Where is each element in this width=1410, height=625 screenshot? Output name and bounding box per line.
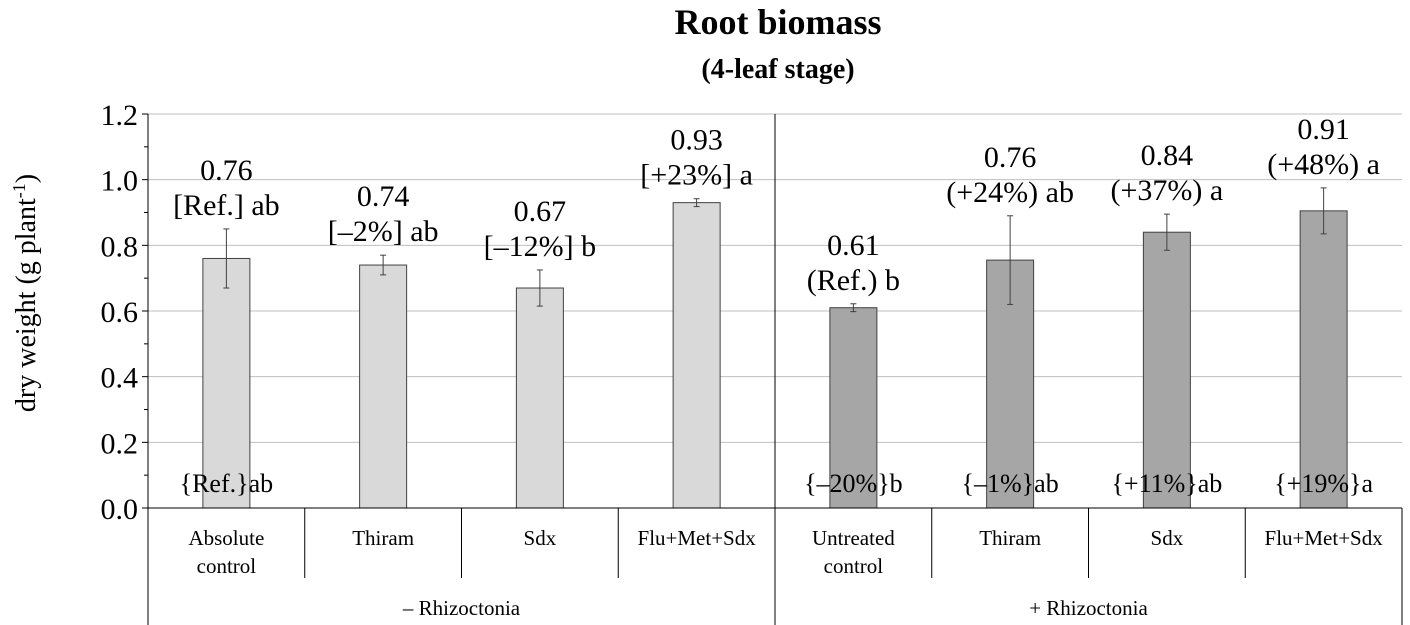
data-label-value: 0.84 (1141, 139, 1194, 172)
x-tick-label-line2: control (197, 554, 257, 578)
data-label-value: 0.67 (514, 195, 567, 228)
y-tick-label: 0.6 (101, 296, 139, 329)
bar (672, 202, 721, 509)
y-tick-label: 1.0 (101, 165, 139, 198)
bar (515, 287, 564, 509)
x-tick-label: Absolute (188, 526, 264, 550)
bar (829, 307, 878, 509)
data-label-bottom: {–1%}ab (962, 469, 1059, 498)
bars (202, 187, 1348, 509)
x-tick-label-line2: control (824, 554, 884, 578)
bar (1142, 231, 1191, 509)
y-axis-ticks: 0.0 0.2 0.4 0.6 0.8 1.0 1.2 (101, 99, 139, 526)
data-labels: 0.76[Ref.] ab{Ref.}abAbsolutecontrol0.74… (173, 113, 1383, 620)
axes (142, 113, 1403, 625)
data-label-stats: (+24%) ab (946, 176, 1074, 209)
x-tick-label: Untreated (812, 526, 895, 550)
y-tick-label: 0.0 (101, 493, 139, 526)
data-label-value: 0.91 (1297, 113, 1350, 146)
x-tick-label: Thiram (979, 526, 1041, 550)
data-label-stats: [Ref.] ab (173, 189, 280, 222)
data-label-bottom: {Ref.}ab (180, 469, 274, 498)
data-label-value: 0.74 (357, 180, 410, 213)
data-label-stats: (+37%) a (1111, 174, 1224, 207)
data-label-stats: [–2%] ab (328, 215, 439, 248)
y-tick-label: 1.2 (101, 99, 139, 132)
data-label-value: 0.93 (670, 124, 723, 157)
data-label-bottom: {–20%}b (804, 469, 903, 498)
data-label-stats: (+48%) a (1267, 148, 1380, 181)
x-tick-label: Sdx (1151, 526, 1184, 550)
x-tick-label: Flu+Met+Sdx (1265, 526, 1384, 550)
data-label-value: 0.76 (200, 154, 253, 187)
data-label-value: 0.76 (984, 141, 1037, 174)
y-tick-label: 0.2 (101, 427, 139, 460)
data-label-bottom: {+19%}a (1274, 469, 1373, 498)
y-tick-label: 0.8 (101, 230, 139, 263)
data-label-stats: (Ref.) b (807, 264, 900, 297)
x-tick-label: Flu+Met+Sdx (638, 526, 757, 550)
data-label-bottom: {+11%}ab (1111, 469, 1222, 498)
x-tick-label: Sdx (524, 526, 557, 550)
group-label: + Rhizoctonia (1029, 596, 1148, 620)
bar (359, 264, 408, 509)
y-axis-label: dry weight (g plant-1) (9, 174, 42, 412)
data-label-stats: [+23%] a (640, 159, 753, 192)
chart-title: Root biomass (674, 2, 881, 42)
x-tick-label: Thiram (352, 526, 414, 550)
bar (1299, 210, 1348, 509)
data-label-value: 0.61 (827, 229, 880, 262)
chart-subtitle: (4-leaf stage) (701, 54, 854, 85)
group-label: – Rhizoctonia (402, 596, 521, 620)
data-label-stats: [–12%] b (484, 230, 596, 263)
y-tick-label: 0.4 (101, 362, 139, 395)
